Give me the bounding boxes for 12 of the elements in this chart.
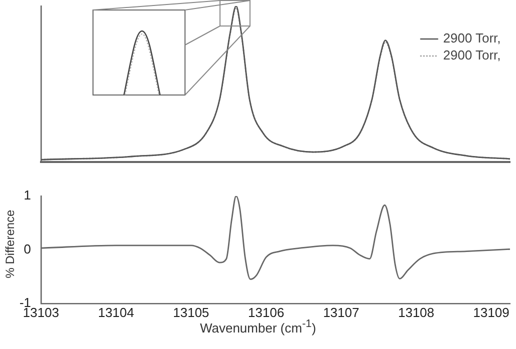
- x-tick-label: 13109: [473, 304, 510, 320]
- y-tick-label: 1: [24, 188, 31, 203]
- x-tick-label: 13106: [248, 304, 284, 320]
- x-tick-label: 13108: [398, 304, 434, 320]
- legend-label: 2900 Torr,: [443, 48, 501, 63]
- legend-label: 2900 Torr,: [443, 30, 501, 46]
- x-tick-label: 13105: [173, 304, 210, 320]
- x-tick-label: 13107: [323, 304, 360, 320]
- x-axis-title: Wavenumber (cm$^{-1}$): [198, 318, 318, 336]
- y-axis-title: % Difference: [3, 208, 17, 280]
- x-tick-label: 13104: [98, 304, 134, 320]
- y-tick-label: 0: [24, 241, 31, 256]
